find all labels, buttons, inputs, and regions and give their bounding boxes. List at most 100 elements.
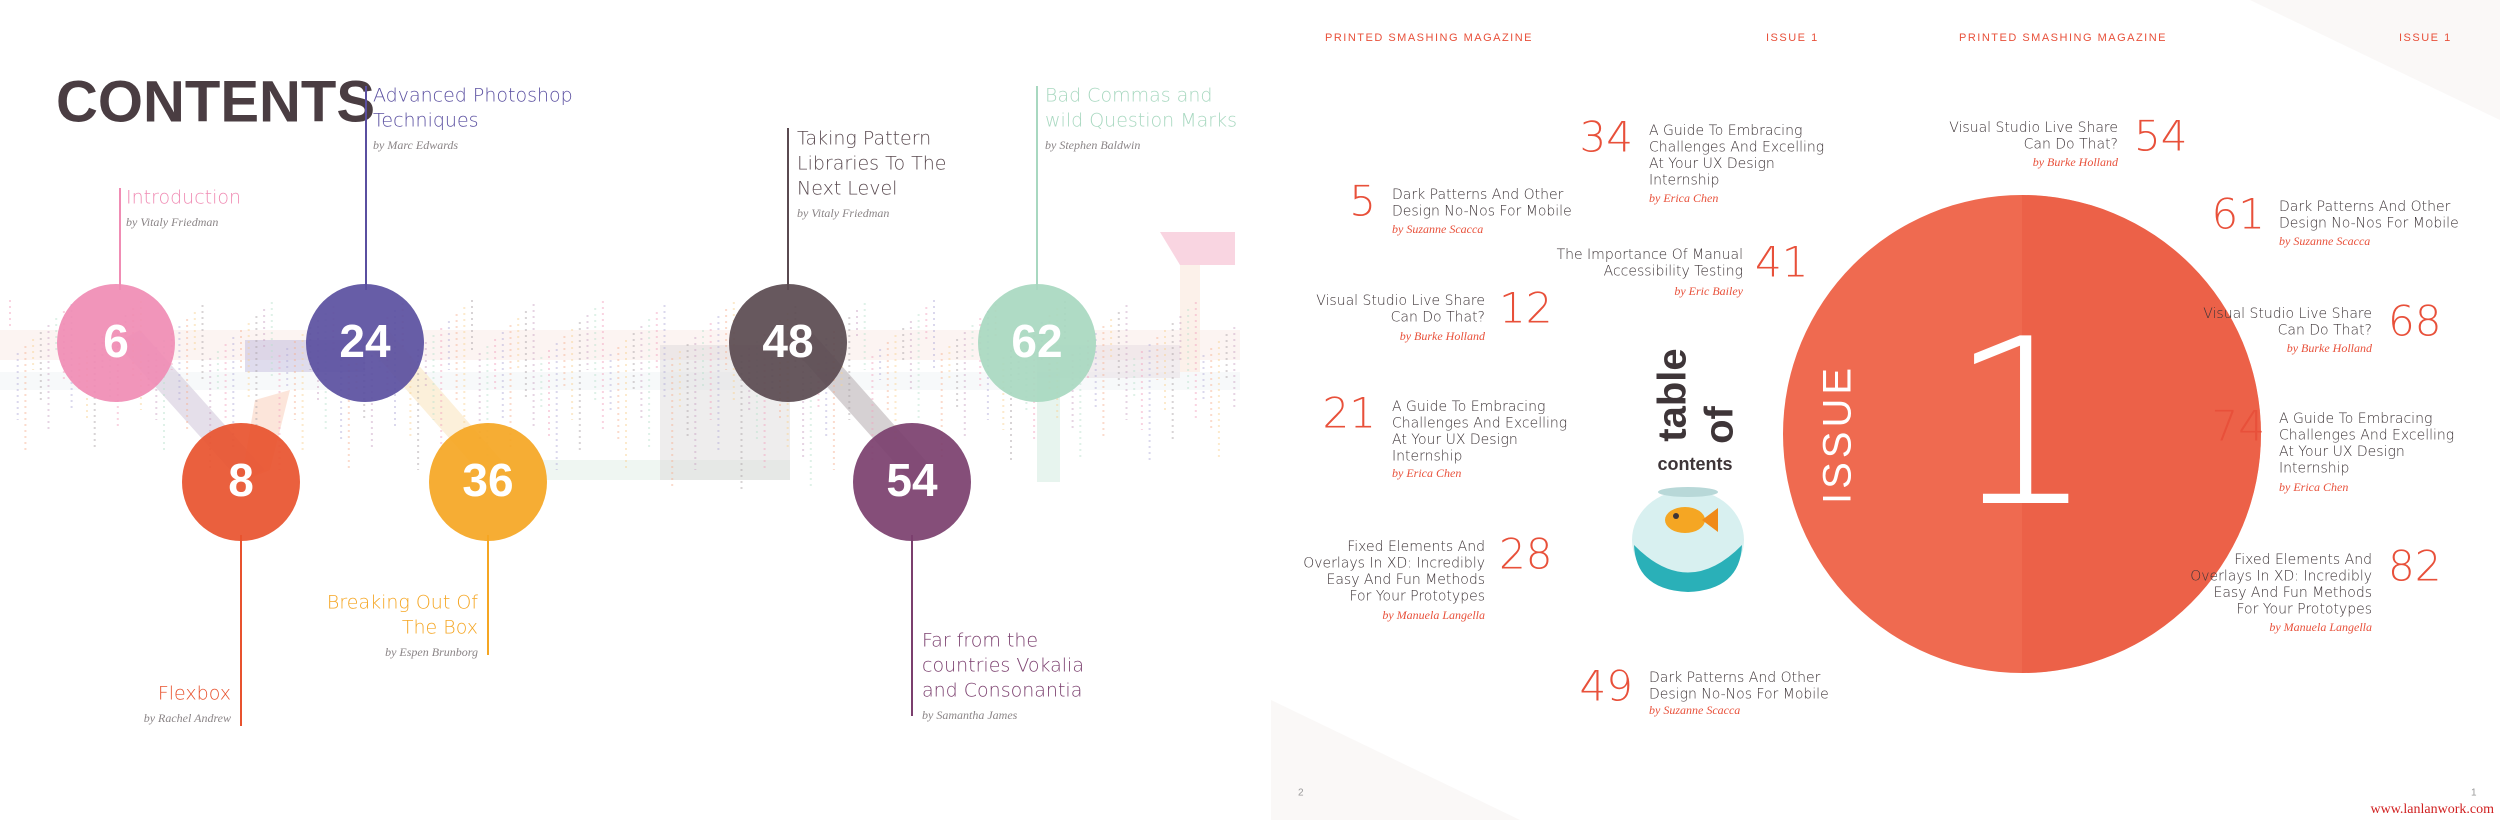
article-title: A Guide To Embracing [1649,123,1802,139]
page-number: 2 [1298,788,1304,799]
article-title: Design No-Nos For Mobile [2279,216,2459,232]
article-author: by Manuela Langella [1382,608,1485,622]
article-title: Next Level [797,178,897,200]
page-number: 1 [2471,788,2477,799]
article-title: Dark Patterns And Other [2279,199,2451,215]
article-title: Internship [1392,449,1462,465]
article-title: Design No-Nos For Mobile [1649,687,1829,703]
article-title: Flexbox [158,683,231,705]
article-title: Easy And Fun Methods [2213,585,2372,601]
article-author: by Burke Holland [2287,341,2373,355]
article-title: countries Vokalia [922,655,1084,677]
article-title: Overlays In XD: Incredibly [1303,556,1485,572]
article-title: Fixed Elements And [2234,552,2372,568]
page-circle [306,284,424,402]
page-number: 21 [1323,389,1376,438]
article-title: Challenges And Excelling [1649,140,1824,156]
issue-word: ISSUE [1816,364,1860,504]
page-number: 48 [762,315,813,367]
article-author: by Stephen Baldwin [1045,138,1140,152]
article-author: by Erica Chen [1392,466,1461,480]
article-title: wild Question Marks [1045,110,1237,132]
page-number: 5 [1349,177,1376,226]
article-title: Can Do That? [1391,310,1485,326]
issue-number: 1 [1949,291,2095,558]
page-number: 6 [103,315,129,367]
page-number: 54 [886,454,938,506]
article-title: At Your UX Design [2279,444,2405,460]
page-number: 24 [339,315,391,367]
page-number: 8 [228,454,254,506]
article-author: by Rachel Andrew [144,711,231,725]
article-title: Accessibility Testing [1604,264,1743,280]
page-number: 41 [1755,238,1808,287]
article-title: A Guide To Embracing [1392,399,1545,415]
toc-label: table [1651,348,1695,441]
fishbowl [1632,487,1744,592]
page-number: 61 [2212,190,2265,239]
article-author: by Samantha James [922,708,1018,722]
contents-title: CONTENTS [56,69,375,134]
article-title: For Your Prototypes [2237,602,2373,618]
article-author: by Vitaly Friedman [797,206,889,220]
page-circle [729,284,847,402]
article-title: Far from the [922,630,1038,652]
article-author: by Espen Brunborg [385,645,478,659]
running-header: ISSUE 1 [1766,32,1819,44]
article-title: Visual Studio Live Share [2203,306,2372,322]
article-title: Visual Studio Live Share [1949,120,2118,136]
page-number: 49 [1580,662,1633,711]
page-circle [978,284,1096,402]
article-author: by Eric Bailey [1674,284,1743,298]
page-number: 54 [2134,112,2187,161]
article-author: by Manuela Langella [2269,620,2372,634]
article-title: Bad Commas and [1045,85,1212,107]
page-number: 36 [462,454,513,506]
article-author: by Burke Holland [2033,155,2119,169]
corner-pattern [1271,0,2500,820]
article-title: Challenges And Excelling [1392,416,1567,432]
article-author: by Suzanne Scacca [1392,222,1483,236]
page-circle [182,423,300,541]
page-number: 12 [1499,284,1552,333]
article-title: Dark Patterns And Other [1392,187,1564,203]
article-author: by Erica Chen [2279,480,2348,494]
page-number: 34 [1580,113,1633,162]
page-circle [429,423,547,541]
article-title: Design No-Nos For Mobile [1392,204,1572,220]
running-header: PRINTED SMASHING MAGAZINE [1325,32,1533,44]
article-title: Taking Pattern [797,128,931,150]
page-circle [57,284,175,402]
article-title: Overlays In XD: Incredibly [2190,569,2372,585]
article-title: The Box [402,617,478,639]
article-title: Internship [1649,173,1719,189]
page-number: 28 [1499,530,1552,579]
article-title: Introduction [126,187,241,209]
article-author: by Burke Holland [1400,329,1486,343]
page-circle [853,423,971,541]
article-title: Advanced Photoshop [373,85,573,107]
article-title: Fixed Elements And [1347,539,1485,555]
article-title: Visual Studio Live Share [1316,293,1485,309]
article-author: by Vitaly Friedman [126,215,218,229]
article-title: Can Do That? [2278,323,2372,339]
article-title: Dark Patterns And Other [1649,670,1821,686]
article-author: by Erica Chen [1649,191,1718,205]
issue-circle-shade [2022,195,2261,673]
article-title: Breaking Out Of [327,592,478,614]
article-title: Internship [2279,461,2349,477]
running-header: PRINTED SMASHING MAGAZINE [1959,32,2167,44]
article-title: Techniques [373,110,479,132]
page-number: 62 [1011,315,1062,367]
article-title: A Guide To Embracing [2279,411,2432,427]
running-header: ISSUE 1 [2399,32,2452,44]
watermark: www.lanlanwork.com [2370,802,2494,817]
article-title: At Your UX Design [1392,432,1518,448]
article-author: by Suzanne Scacca [2279,234,2370,248]
article-title: The Importance Of Manual [1557,247,1743,263]
page-number: 74 [2212,402,2265,451]
toc-label: contents [1657,454,1732,474]
toc-label: of [1698,405,1742,443]
